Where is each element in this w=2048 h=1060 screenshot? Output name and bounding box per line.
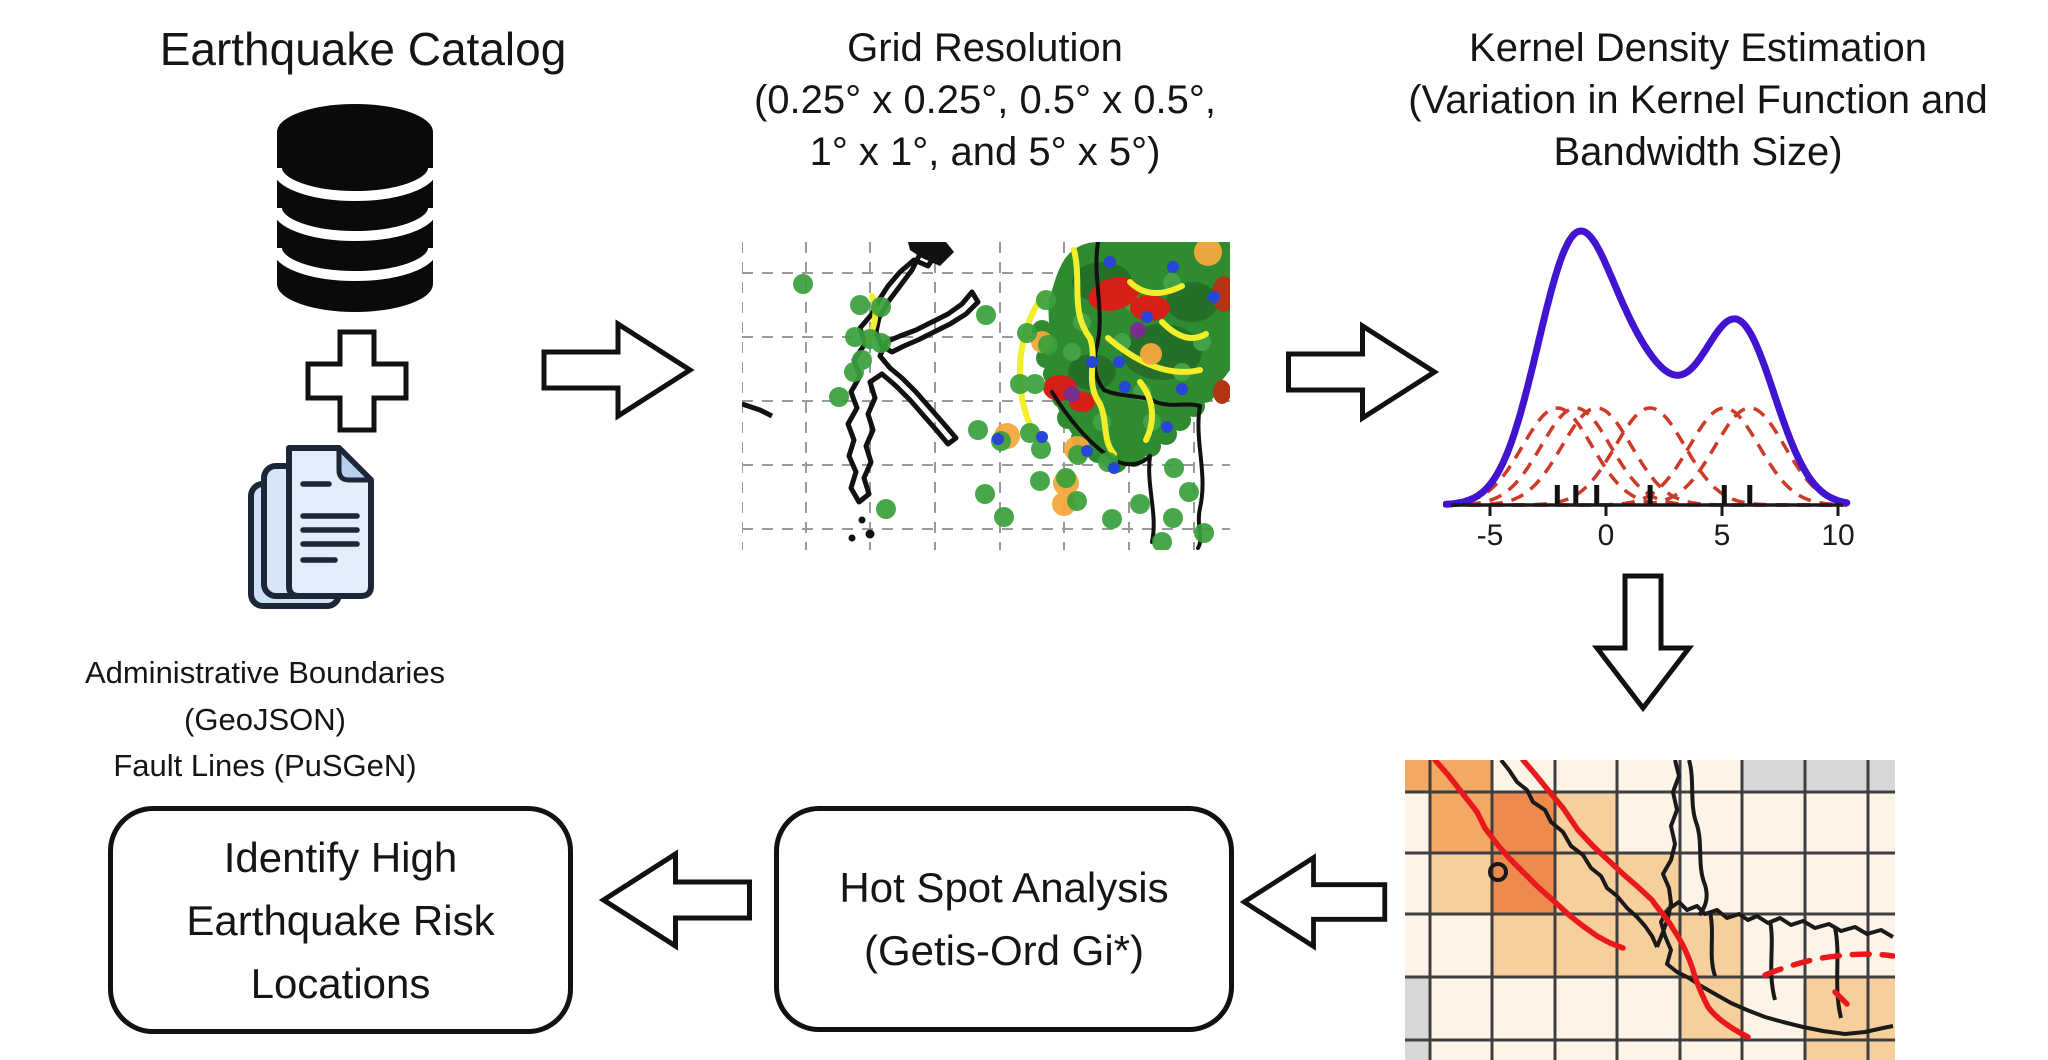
grid-title-line3: 1° x 1°, and 5° x 5°) <box>809 130 1161 174</box>
grid-title-line2: (0.25° x 0.25°, 0.5° x 0.5°, <box>753 78 1216 122</box>
hotspot-box-line2: (Getis-Ord Gi*) <box>863 927 1144 974</box>
documents-icon <box>248 445 374 609</box>
identify-box-line2: Earthquake Risk <box>186 896 495 944</box>
epicenter-dots-blue <box>992 256 1220 474</box>
hotspot-coastline <box>1488 760 1895 1036</box>
arrow-right-icon-2 <box>1286 321 1440 423</box>
database-icon <box>272 104 438 312</box>
kde-title: Kernel Density Estimation (Variation in … <box>1368 22 2028 178</box>
identify-risk-box: Identify High Earthquake Risk Locations <box>108 806 573 1034</box>
epicenter-grid-map <box>742 242 1230 550</box>
earthquake-catalog-title: Earthquake Catalog <box>159 23 567 75</box>
arrow-left-icon-1 <box>1239 853 1388 951</box>
hotspot-fault-lines <box>1432 760 1895 1040</box>
sources-caption: Administrative Boundaries (GeoJSON) Faul… <box>0 650 530 790</box>
caption-admin-boundaries: Administrative Boundaries (GeoJSON) <box>84 655 446 737</box>
grid-resolution-title: Grid Resolution (0.25° x 0.25°, 0.5° x 0… <box>660 22 1310 178</box>
kde-title-line3: Bandwidth Size) <box>1553 130 1843 174</box>
svg-text:10: 10 <box>1821 519 1854 550</box>
kde-title-line1: Kernel Density Estimation <box>1469 26 1927 70</box>
arrow-down-icon <box>1592 573 1694 712</box>
grid-title-line1: Grid Resolution <box>847 26 1123 70</box>
earthquake-cluster <box>1016 242 1230 550</box>
kde-plot: -5 0 5 10 <box>1443 227 1855 550</box>
plus-icon <box>305 329 409 433</box>
svg-text:5: 5 <box>1714 519 1731 550</box>
svg-text:-5: -5 <box>1477 519 1504 550</box>
svg-text:0: 0 <box>1598 519 1615 550</box>
caption-fault-lines: Fault Lines (PuSGeN) <box>113 748 417 783</box>
identify-box-line1: Identify High <box>223 833 458 881</box>
hotspot-box-line1: Hot Spot Analysis <box>839 864 1169 911</box>
arrow-right-icon-1 <box>541 319 695 421</box>
arrow-left-icon-2 <box>598 849 752 951</box>
hotspot-grid-map <box>1405 760 1895 1060</box>
hotspot-cells <box>1405 760 1895 1060</box>
identify-box-line3: Locations <box>250 959 431 1007</box>
hotspot-analysis-box: Hot Spot Analysis (Getis-Ord Gi*) <box>774 806 1234 1032</box>
kde-title-line2: (Variation in Kernel Function and <box>1408 78 1988 122</box>
